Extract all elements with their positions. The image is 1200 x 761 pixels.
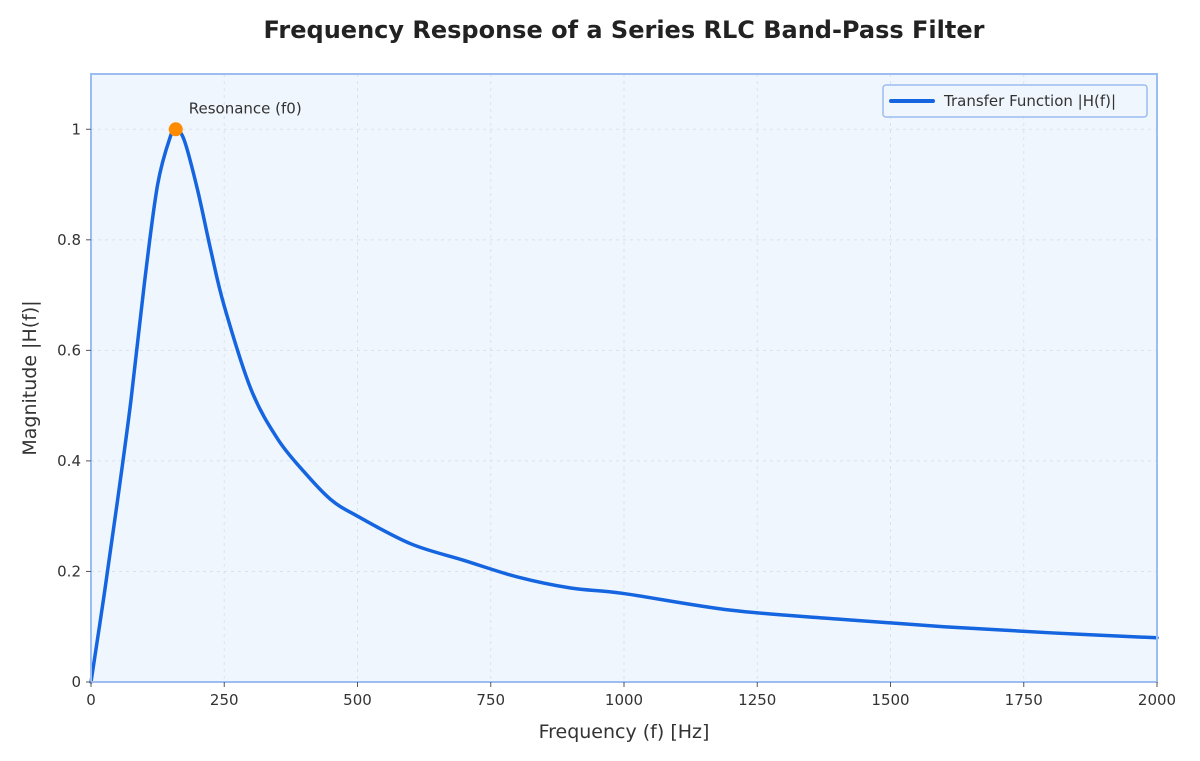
y-tick-label: 0.4 [57,452,81,470]
x-tick-label: 250 [210,691,239,709]
resonance-label: Resonance (f0) [189,99,302,117]
y-tick-label: 0 [71,673,81,691]
grid-lines [90,74,1158,683]
series-line [89,126,1159,684]
legend-box [882,84,1148,118]
chart-title: Frequency Response of a Series RLC Band-… [264,16,985,44]
x-tick-label: 500 [343,691,372,709]
y-axis-ticks: 0 0.2 0.4 0.6 0.8 1 [57,120,91,691]
x-tick-label: 1750 [1005,691,1043,709]
resonance-marker [168,122,183,137]
annotation-layer: Resonance (f0) [168,99,302,137]
x-tick-label: 0 [86,691,96,709]
x-tick-label: 750 [476,691,505,709]
series-layer [89,126,1159,684]
y-tick-label: 0.2 [57,562,81,580]
y-tick-label: 0.8 [57,231,81,249]
x-tick-label: 1500 [871,691,909,709]
x-tick-label: 1000 [605,691,643,709]
legend: Transfer Function |H(f)| [882,84,1148,118]
y-tick-label: 0.6 [57,341,81,359]
x-axis-ticks: 0 250 500 750 1000 1250 1500 1750 2000 [86,682,1176,709]
y-tick-label: 1 [71,120,81,138]
x-tick-label: 1250 [738,691,776,709]
y-axis-label: Magnitude |H(f)| [19,300,41,455]
x-tick-label: 2000 [1138,691,1176,709]
legend-label: Transfer Function |H(f)| [943,92,1116,110]
x-axis-label: Frequency (f) [Hz] [539,721,710,743]
